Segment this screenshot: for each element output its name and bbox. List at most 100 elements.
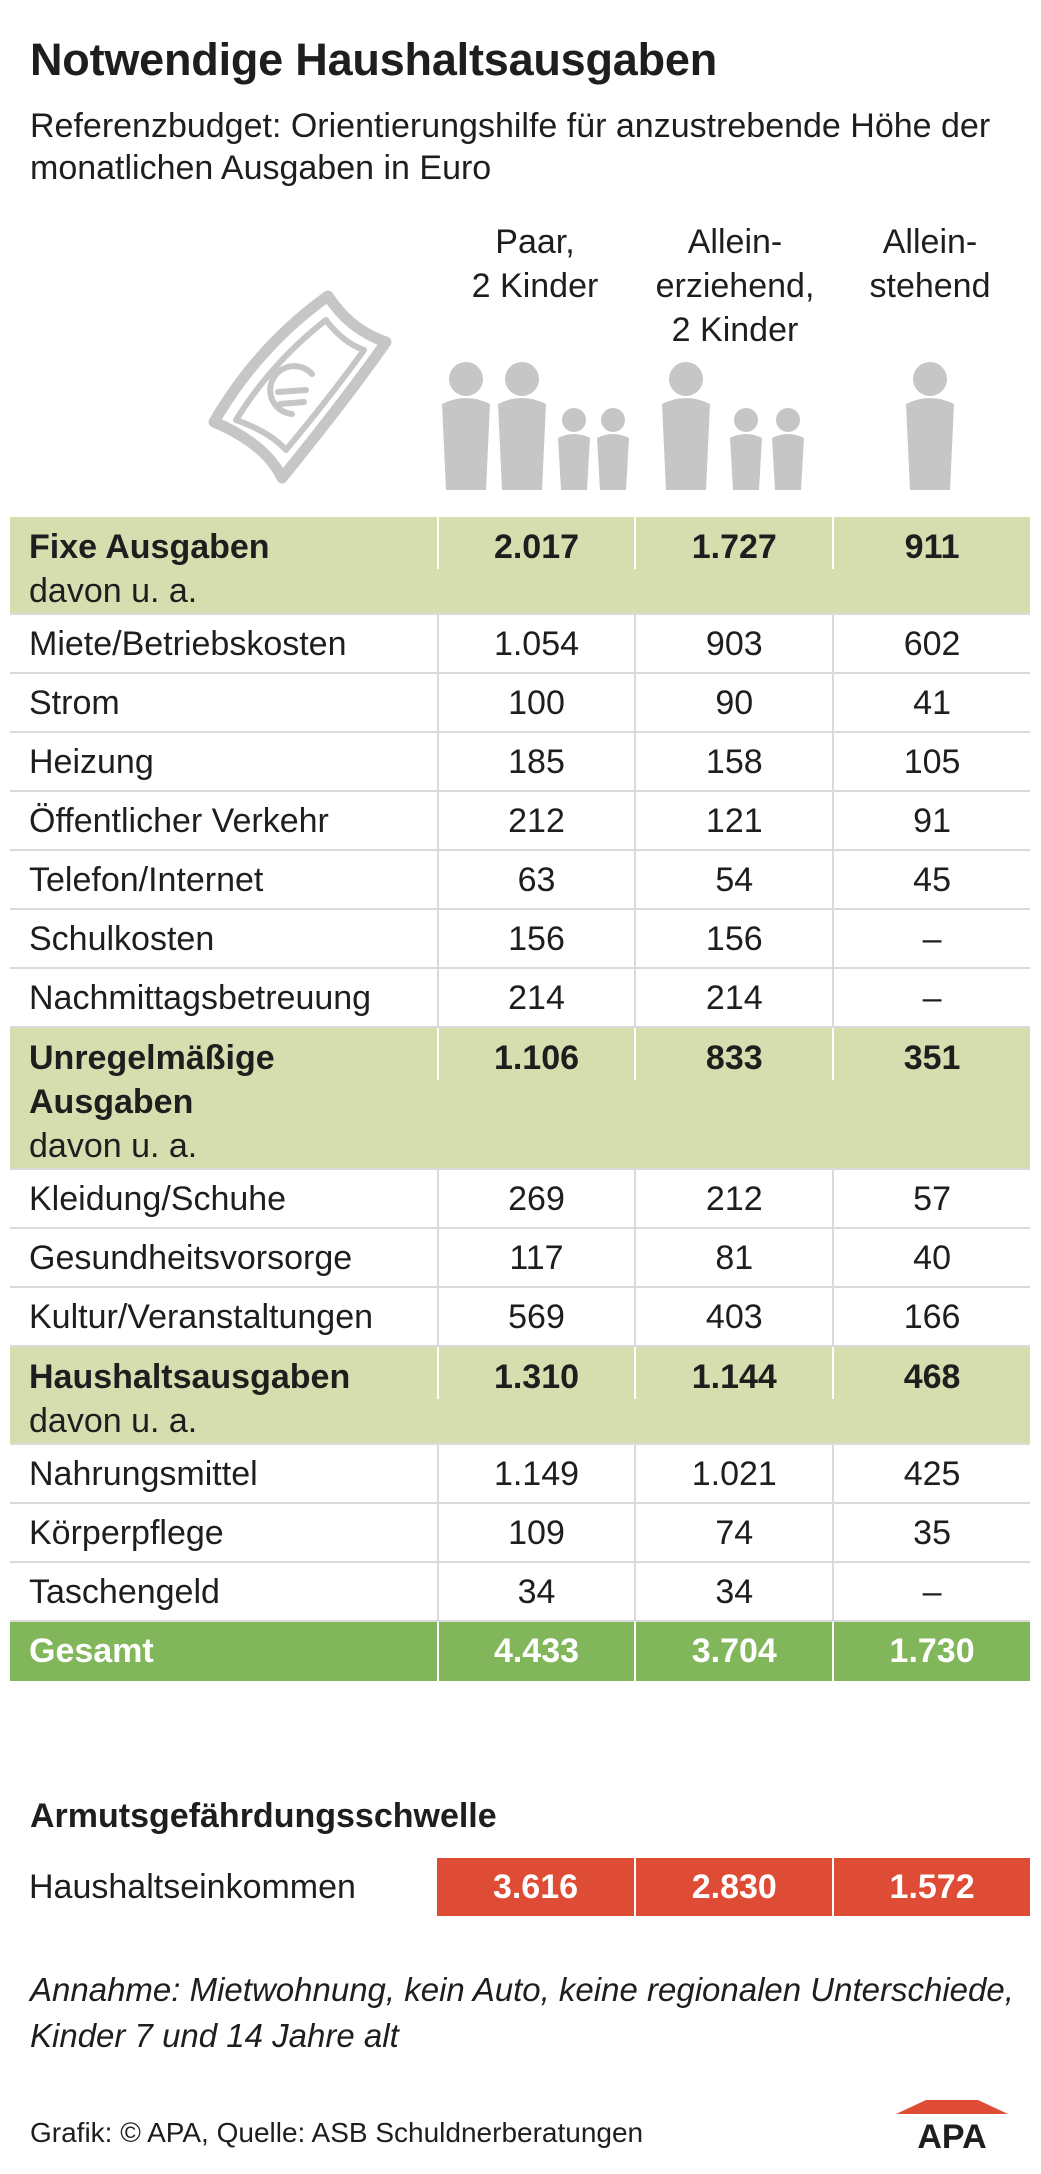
section-total-alleinerziehend: 1.144 bbox=[634, 1347, 832, 1399]
cell-value-paar: 1.149 bbox=[436, 1445, 635, 1502]
table-row: Nachmittagsbetreuung 214 214– bbox=[10, 969, 1030, 1028]
cell-value-alleinstehend: 35 bbox=[832, 1504, 1030, 1561]
cell-value-alleinerziehend: 403 bbox=[634, 1288, 832, 1345]
table-row: Nahrungsmittel 1.149 1.021 425 bbox=[10, 1445, 1030, 1504]
cell-value-paar: 34 bbox=[436, 1563, 635, 1620]
cell-value-alleinstehend: – bbox=[832, 969, 1030, 1026]
row-label: Nachmittagsbetreuung bbox=[29, 979, 372, 1017]
people-icon-group-alleinerziehend bbox=[662, 362, 804, 490]
row-label: Heizung bbox=[29, 743, 154, 781]
row-label: Kleidung/Schuhe bbox=[29, 1180, 287, 1218]
poverty-row-label: Haushaltseinkommen bbox=[29, 1868, 356, 1906]
total-value-alleinerziehend: 3.704 bbox=[634, 1622, 832, 1681]
column-header-alleinstehend: Allein- stehend bbox=[869, 223, 991, 305]
cell-value-paar: 569 bbox=[436, 1288, 635, 1345]
row-label: Nahrungsmittel bbox=[29, 1455, 258, 1493]
section-title: Fixe Ausgaben bbox=[29, 528, 270, 566]
table-row: Heizung 185 158 105 bbox=[10, 733, 1030, 792]
person-silhouette-icon bbox=[442, 362, 629, 490]
row-label: Miete/Betriebskosten bbox=[29, 625, 347, 663]
people-icon-group-paar bbox=[442, 362, 629, 490]
table-row: Kultur/Veranstaltungen 569 403 166 bbox=[10, 1288, 1030, 1347]
table-row: Schulkosten 156 156– bbox=[10, 910, 1030, 969]
section-header-row: Fixe Ausgaben davon u. a. 2.017 1.727 911 bbox=[10, 517, 1030, 615]
cell-value-alleinerziehend: 54 bbox=[634, 851, 832, 908]
cell-value-paar: 63 bbox=[436, 851, 635, 908]
cell-value-alleinstehend: 41 bbox=[832, 674, 1030, 731]
row-label: Gesundheitsvorsorge bbox=[29, 1239, 353, 1277]
table-row: Taschengeld 34 34– bbox=[10, 1563, 1030, 1622]
section-total-alleinerziehend: 1.727 bbox=[634, 517, 832, 569]
apa-logo: APA bbox=[896, 2100, 1008, 2150]
section-title: Haushaltsausgaben bbox=[29, 1358, 351, 1396]
total-row: Gesamt 4.433 3.704 1.730 bbox=[10, 1622, 1030, 1681]
row-label: Kultur/Veranstaltungen bbox=[29, 1298, 374, 1336]
cell-value-paar: 156 bbox=[436, 910, 635, 967]
table-row: Körperpflege 109 74 35 bbox=[10, 1504, 1030, 1563]
section-total-alleinstehend: 351 bbox=[832, 1028, 1030, 1080]
assumption-note: Annahme: Mietwohnung, kein Auto, keine r… bbox=[30, 1971, 1014, 2054]
cell-value-alleinstehend: – bbox=[832, 1563, 1030, 1620]
cell-value-alleinerziehend: 90 bbox=[634, 674, 832, 731]
total-value-alleinstehend: 1.730 bbox=[832, 1622, 1030, 1681]
poverty-value-paar: 3.616 bbox=[436, 1858, 635, 1916]
cell-value-alleinerziehend: 212 bbox=[634, 1170, 832, 1227]
cell-value-alleinerziehend: 74 bbox=[634, 1504, 832, 1561]
table-row: Gesundheitsvorsorge 117 81 40 bbox=[10, 1229, 1030, 1288]
cell-value-paar: 1.054 bbox=[436, 615, 635, 672]
row-label: Schulkosten bbox=[29, 920, 215, 958]
table-row: Miete/Betriebskosten 1.054 903 602 bbox=[10, 615, 1030, 674]
cell-value-paar: 117 bbox=[436, 1229, 635, 1286]
euro-banknote-icon bbox=[208, 290, 392, 484]
poverty-value-alleinerziehend: 2.830 bbox=[634, 1858, 833, 1916]
budget-table: Fixe Ausgaben davon u. a. 2.017 1.727 911 Mie… bbox=[10, 517, 1030, 1681]
cell-value-alleinstehend: 57 bbox=[832, 1170, 1030, 1227]
section-header-row: Haushaltsausgaben davon u. a. 1.310 1.144 46… bbox=[10, 1347, 1030, 1445]
column-header-paar: Paar, 2 Kinder bbox=[471, 223, 599, 305]
page-subtitle: Referenzbudget: Orientierungshilfe für a… bbox=[30, 107, 991, 187]
source-credit: Grafik: © APA, Quelle: ASB Schuldnerbera… bbox=[30, 2117, 644, 2148]
cell-value-paar: 100 bbox=[436, 674, 635, 731]
section-total-alleinstehend: 911 bbox=[832, 517, 1030, 569]
section-subtitle: davon u. a. bbox=[29, 1127, 198, 1165]
row-label: Strom bbox=[29, 684, 120, 722]
table-row: Kleidung/Schuhe 269 212 57 bbox=[10, 1170, 1030, 1229]
cell-value-alleinstehend: 602 bbox=[832, 615, 1030, 672]
cell-value-paar: 212 bbox=[436, 792, 635, 849]
person-silhouette-icon bbox=[662, 362, 804, 490]
table-row: Telefon/Internet 63 54 45 bbox=[10, 851, 1030, 910]
total-label: Gesamt bbox=[29, 1632, 154, 1670]
table-row: Öffentlicher Verkehr 212 121 91 bbox=[10, 792, 1030, 851]
cell-value-alleinstehend: 91 bbox=[832, 792, 1030, 849]
cell-value-alleinerziehend: 903 bbox=[634, 615, 832, 672]
cell-value-paar: 185 bbox=[436, 733, 635, 790]
poverty-value-alleinstehend: 1.572 bbox=[832, 1858, 1030, 1916]
section-header-row: Unregelmäßige Ausgaben davon u. a. 1.106 83… bbox=[10, 1028, 1030, 1170]
people-icon-group-alleinstehend bbox=[906, 362, 954, 490]
cell-value-alleinstehend: 425 bbox=[832, 1445, 1030, 1502]
section-subtitle: davon u. a. bbox=[29, 1402, 198, 1440]
table-row: Strom 100 90 41 bbox=[10, 674, 1030, 733]
section-total-alleinstehend: 468 bbox=[832, 1347, 1030, 1399]
cell-value-paar: 214 bbox=[436, 969, 635, 1026]
cell-value-alleinstehend: 105 bbox=[832, 733, 1030, 790]
svg-text:APA: APA bbox=[917, 2118, 986, 2150]
cell-value-alleinstehend: 40 bbox=[832, 1229, 1030, 1286]
section-total-paar: 2.017 bbox=[436, 517, 635, 569]
cell-value-alleinerziehend: 81 bbox=[634, 1229, 832, 1286]
cell-value-alleinerziehend: 1.021 bbox=[634, 1445, 832, 1502]
row-label: Körperpflege bbox=[29, 1514, 224, 1552]
row-label: Telefon/Internet bbox=[29, 861, 264, 899]
poverty-threshold-title: Armutsgefährdungsschwelle bbox=[30, 1797, 497, 1835]
person-silhouette-icon bbox=[906, 362, 954, 490]
total-value-paar: 4.433 bbox=[436, 1622, 635, 1681]
row-label: Öffentlicher Verkehr bbox=[29, 802, 329, 840]
cell-value-alleinerziehend: 158 bbox=[634, 733, 832, 790]
poverty-threshold-row: Haushaltseinkommen 3.616 2.830 1.572 bbox=[10, 1858, 1030, 1916]
cell-value-alleinstehend: – bbox=[832, 910, 1030, 967]
section-total-paar: 1.310 bbox=[436, 1347, 635, 1399]
section-total-alleinerziehend: 833 bbox=[634, 1028, 832, 1080]
row-label: Taschengeld bbox=[29, 1573, 220, 1611]
column-header-alleinerziehend: Allein- erziehend, 2 Kinder bbox=[655, 223, 815, 349]
section-label: Fixe Ausgaben davon u. a. bbox=[10, 517, 437, 613]
